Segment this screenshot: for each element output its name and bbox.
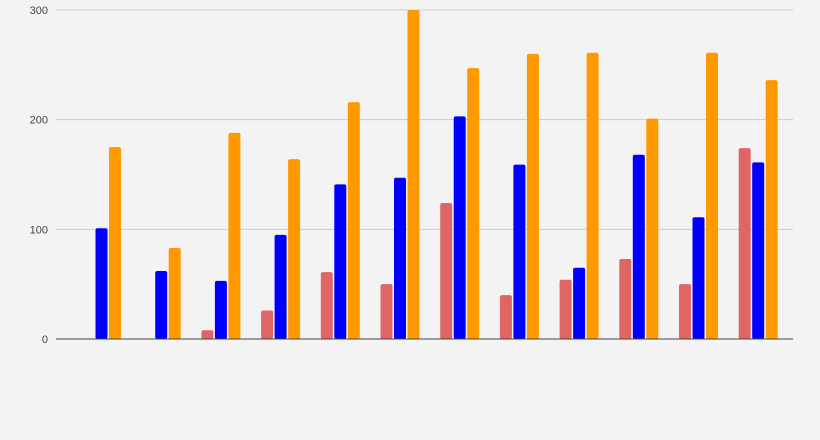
bar-group-7-series-1 xyxy=(440,203,453,339)
y-tick-label: 100 xyxy=(30,224,48,236)
bar-group-4-series-3 xyxy=(288,159,301,339)
bar-group-12-series-1 xyxy=(738,148,751,339)
bar-group-7-series-2 xyxy=(453,116,466,339)
bar-group-7-series-3 xyxy=(467,68,480,339)
bar-group-10-series-2 xyxy=(632,154,645,339)
bar-group-12-series-2 xyxy=(752,162,765,339)
y-tick-label: 300 xyxy=(30,5,48,17)
bar-group-10-series-1 xyxy=(619,258,632,339)
bar-group-12-series-3 xyxy=(765,80,778,339)
bar-group-8-series-2 xyxy=(513,164,526,339)
bar-group-3-series-2 xyxy=(214,280,227,339)
bar-group-8-series-3 xyxy=(526,53,539,339)
bar-group-5-series-1 xyxy=(320,272,333,339)
bar-group-6-series-2 xyxy=(394,177,406,339)
bar-group-9-series-1 xyxy=(559,279,572,339)
bars xyxy=(95,10,778,340)
bar-group-3-series-3 xyxy=(228,132,241,339)
bar-group-6-series-1 xyxy=(380,284,393,339)
bar-group-6-series-3 xyxy=(407,10,420,339)
bar-group-1-series-2 xyxy=(95,228,108,339)
bar-group-1-series-3 xyxy=(109,147,121,339)
bar-group-5-series-2 xyxy=(334,184,347,339)
y-tick-label: 200 xyxy=(30,115,48,127)
bar-group-4-series-1 xyxy=(261,310,274,339)
bar-group-11-series-3 xyxy=(706,52,718,340)
bar-group-11-series-1 xyxy=(679,284,691,339)
bar-group-9-series-2 xyxy=(573,267,586,339)
bar-group-10-series-3 xyxy=(646,118,659,339)
bar-group-9-series-3 xyxy=(586,52,599,340)
bar-group-2-series-3 xyxy=(168,247,181,339)
bar-group-4-series-2 xyxy=(274,234,287,339)
y-axis-tick-labels: 0 100 200 300 xyxy=(30,5,48,346)
bar-group-3-series-1 xyxy=(201,330,214,339)
bar-group-11-series-2 xyxy=(692,217,705,339)
bar-group-2-series-2 xyxy=(155,271,168,339)
bar-group-8-series-1 xyxy=(499,295,512,339)
gridlines xyxy=(56,9,793,230)
bar-group-5-series-3 xyxy=(347,102,360,340)
y-tick-label: 0 xyxy=(42,334,48,346)
